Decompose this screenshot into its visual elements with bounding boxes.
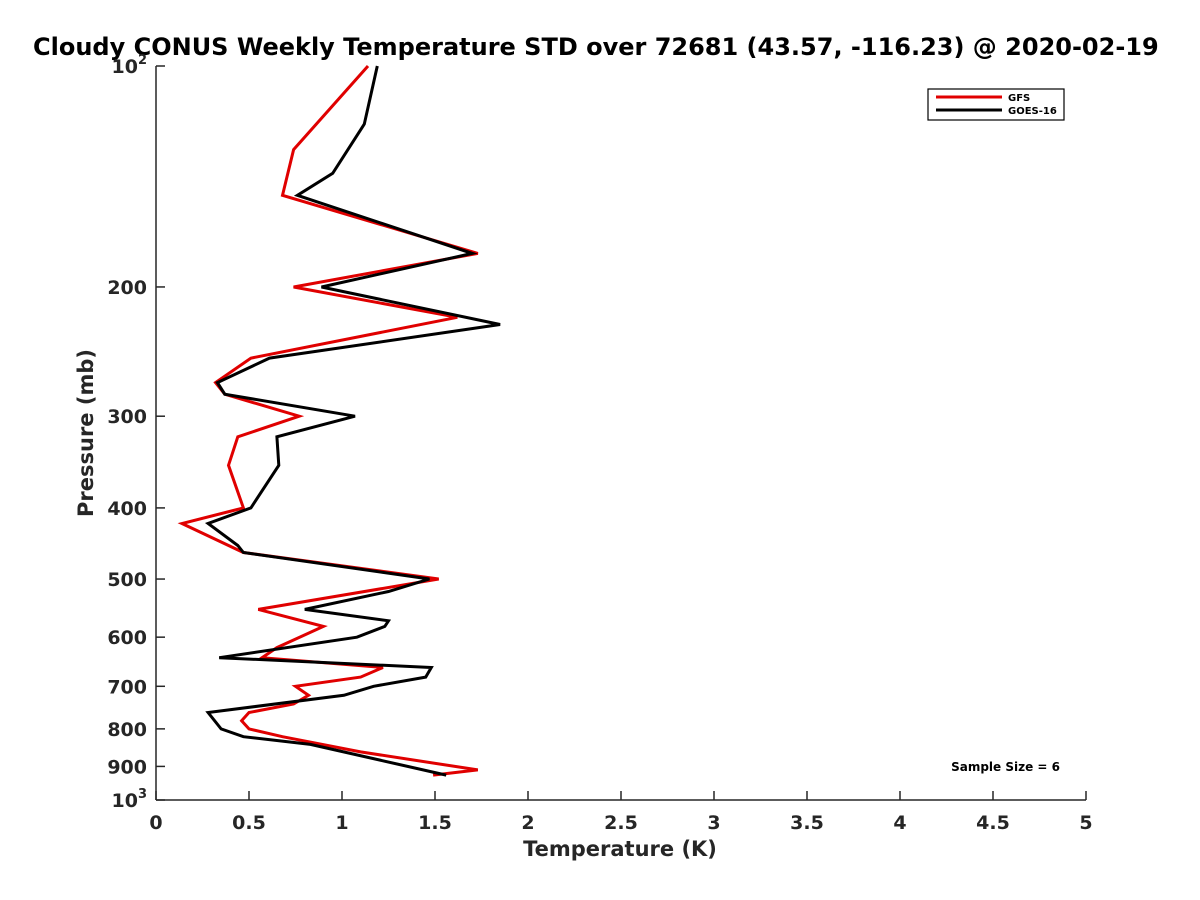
x-tick-label: 3.5 bbox=[790, 812, 824, 834]
x-tick-label: 1 bbox=[335, 812, 348, 834]
ticks-group: 0 0.5 1 1.5 2 2.5 3 3.5 4 4.5 51022003004005006007… bbox=[107, 53, 1092, 834]
x-tick-label: 4 bbox=[893, 812, 906, 834]
legend: GFS GOES-16 bbox=[927, 88, 1065, 121]
sample-size-annotation: Sample Size = 6 bbox=[951, 760, 1060, 774]
y-tick-base: 10 bbox=[112, 790, 138, 812]
y-tick-base: 10 bbox=[112, 56, 138, 78]
y-tick-label: 900 bbox=[107, 756, 147, 778]
y-tick-label: 800 bbox=[107, 719, 147, 741]
series-line-gfs bbox=[177, 65, 479, 777]
y-tick-label: 200 bbox=[107, 277, 147, 299]
chart-title: Cloudy CONUS Weekly Temperature STD over… bbox=[33, 33, 1159, 61]
x-tick-label: 0.5 bbox=[232, 812, 266, 834]
legend-label-goes-16: GOES-16 bbox=[1008, 106, 1057, 117]
x-tick-label: 1.5 bbox=[418, 812, 452, 834]
y-tick-label: 400 bbox=[107, 498, 147, 520]
y-tick-label: 102 bbox=[112, 53, 148, 78]
legend-box bbox=[927, 88, 1065, 121]
legend-label-gfs: GFS bbox=[1008, 93, 1030, 104]
y-tick-label: 500 bbox=[107, 569, 147, 591]
y-tick-exponent: 2 bbox=[138, 53, 147, 68]
x-tick-label: 0 bbox=[149, 812, 162, 834]
y-tick-exponent: 3 bbox=[138, 787, 147, 802]
x-axis-label: Temperature (K) bbox=[523, 837, 717, 861]
y-tick-label: 700 bbox=[107, 676, 147, 698]
x-tick-label: 2 bbox=[521, 812, 534, 834]
y-tick-label: 103 bbox=[112, 787, 148, 812]
x-tick-label: 2.5 bbox=[604, 812, 638, 834]
series-line-goes-16 bbox=[204, 65, 501, 777]
y-axis-label: Pressure (mb) bbox=[74, 349, 98, 517]
series-group bbox=[177, 65, 501, 777]
x-tick-label: 5 bbox=[1079, 812, 1092, 834]
y-tick-label: 600 bbox=[107, 627, 147, 649]
x-tick-label: 4.5 bbox=[976, 812, 1010, 834]
x-tick-label: 3 bbox=[707, 812, 720, 834]
y-tick-label: 300 bbox=[107, 406, 147, 428]
